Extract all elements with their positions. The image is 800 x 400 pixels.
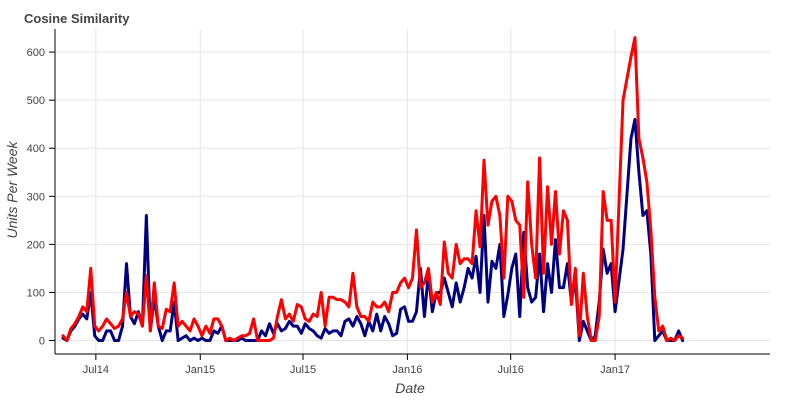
chart-title: Cosine Similarity	[24, 11, 130, 26]
y-tick-label: 200	[27, 239, 45, 251]
x-tick-label: Jan16	[392, 364, 422, 376]
x-tick-label: Jul14	[83, 364, 109, 376]
series-layer	[61, 36, 685, 343]
x-tick-label: Jul16	[498, 364, 524, 376]
y-tick-label: 0	[39, 336, 45, 348]
y-tick-label: 100	[27, 287, 45, 299]
y-tick-label: 500	[27, 95, 45, 107]
x-tick-label: Jan17	[600, 364, 630, 376]
y-axis-label: Units Per Week	[4, 141, 20, 239]
series-line	[61, 36, 685, 343]
y-tick-label: 300	[27, 191, 45, 203]
x-tick-label: Jul15	[290, 364, 316, 376]
x-axis-label: Date	[395, 380, 425, 396]
x-tick-label: Jan15	[185, 364, 215, 376]
y-tick-label: 600	[27, 47, 45, 59]
axis-layer: Jul14 Jan15 Jul15 Jan16 Jul16 Jan17 0 100 200 300…	[27, 29, 770, 376]
y-tick-label: 400	[27, 143, 45, 155]
